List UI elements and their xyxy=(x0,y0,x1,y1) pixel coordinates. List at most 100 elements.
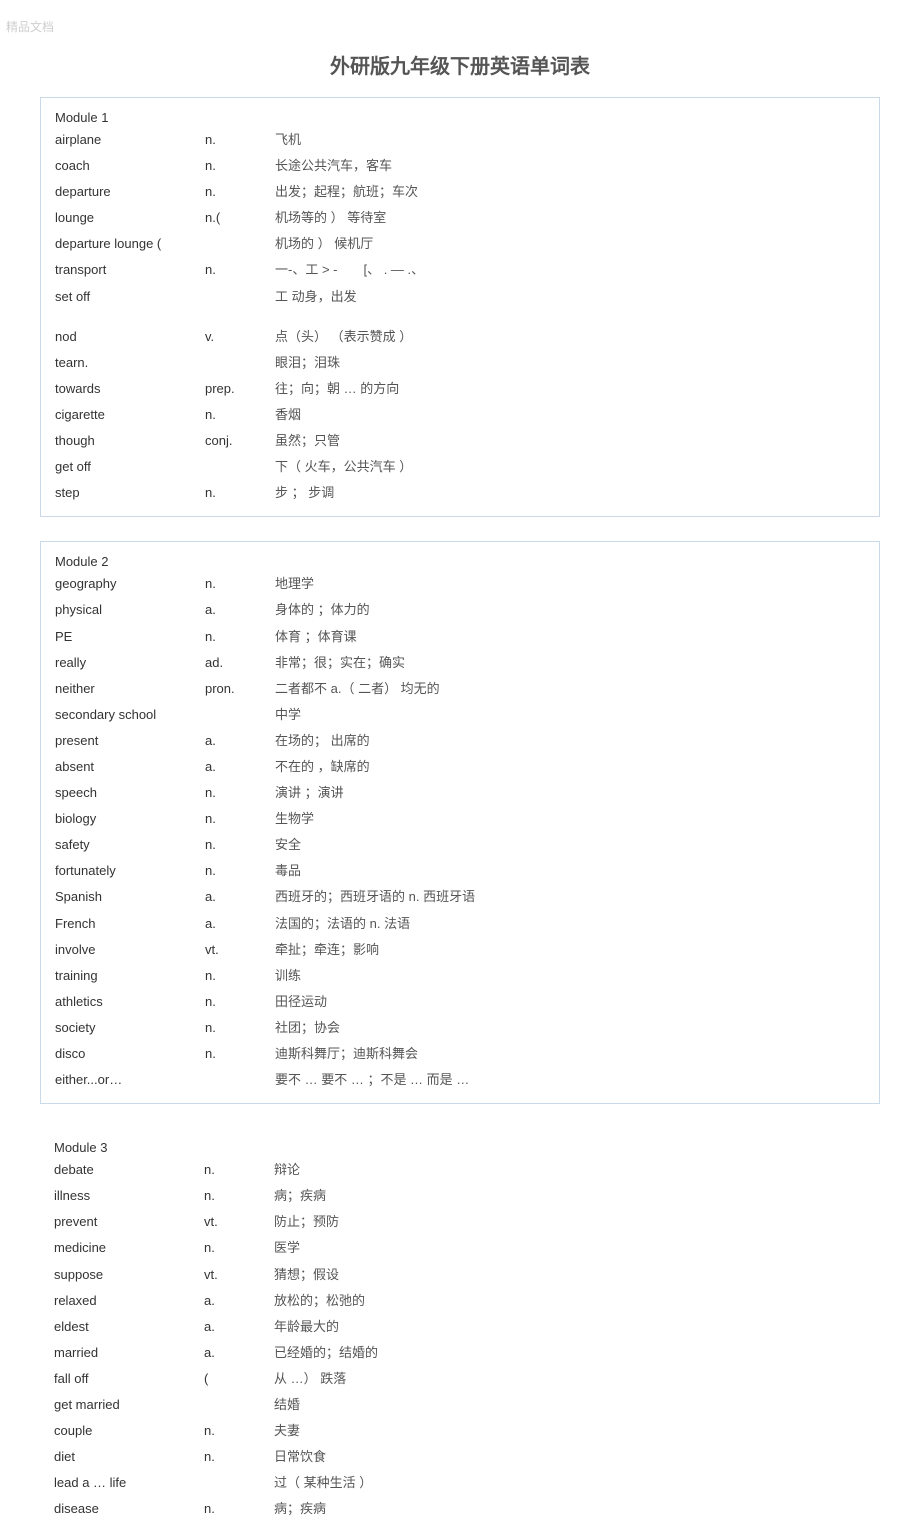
vocab-row: get married 结婚 xyxy=(40,1392,880,1418)
pos-cell: n. xyxy=(205,404,275,426)
vocab-row: involvevt.牵扯；牵连；影响 xyxy=(41,937,879,963)
word-cell: though xyxy=(55,430,205,452)
pos-cell: a. xyxy=(204,1316,274,1338)
word-cell: diet xyxy=(54,1446,204,1468)
pos-cell: n. xyxy=(205,965,275,987)
word-cell: step xyxy=(55,482,205,504)
vocab-row: dietn.日常饮食 xyxy=(40,1444,880,1470)
module-heading: Module 3 xyxy=(40,1138,880,1157)
word-cell: either...or… xyxy=(55,1069,205,1091)
word-cell: Spanish xyxy=(55,886,205,908)
vocab-row: diseasen.病；疾病 xyxy=(40,1496,880,1522)
pos-cell: a. xyxy=(205,730,275,752)
vocab-row: towardsprep.往；向；朝 … 的方向 xyxy=(41,376,879,402)
pos-cell: a. xyxy=(205,756,275,778)
vocab-row: illnessn.病；疾病 xyxy=(40,1183,880,1209)
word-cell: coach xyxy=(55,155,205,177)
definition-cell: 医学 xyxy=(274,1237,880,1259)
word-cell: towards xyxy=(55,378,205,400)
word-cell: PE xyxy=(55,626,205,648)
vocab-row: marrieda.已经婚的；结婚的 xyxy=(40,1340,880,1366)
word-cell: get off xyxy=(55,456,205,478)
word-cell: involve xyxy=(55,939,205,961)
vocab-row: cigaretten.香烟 xyxy=(41,402,879,428)
vocab-row: debaten.辩论 xyxy=(40,1157,880,1183)
word-cell: relaxed xyxy=(54,1290,204,1312)
vocab-row: fall off(从 …） 跌落 xyxy=(40,1366,880,1392)
vocab-row: safetyn.安全 xyxy=(41,832,879,858)
pos-cell: n. xyxy=(205,181,275,203)
vocab-row: Spanisha.西班牙的；西班牙语的 n. 西班牙语 xyxy=(41,884,879,910)
word-cell: fortunately xyxy=(55,860,205,882)
definition-cell: 训练 xyxy=(275,965,879,987)
pos-cell: n. xyxy=(205,1017,275,1039)
pos-cell: n. xyxy=(205,573,275,595)
word-cell: get married xyxy=(54,1394,204,1416)
vocab-row: fortunatelyn.毒品 xyxy=(41,858,879,884)
pos-cell: v. xyxy=(205,326,275,348)
definition-cell: 法国的；法语的 n. 法语 xyxy=(275,913,879,935)
word-cell: debate xyxy=(54,1159,204,1181)
word-cell: athletics xyxy=(55,991,205,1013)
pos-cell: n. xyxy=(205,834,275,856)
word-cell: couple xyxy=(54,1420,204,1442)
word-cell: geography xyxy=(55,573,205,595)
definition-cell: 迪斯科舞厅；迪斯科舞会 xyxy=(275,1043,879,1065)
pos-cell: n. xyxy=(205,129,275,151)
word-cell: secondary school xyxy=(55,704,205,726)
module-block: Module 1airplanen.飞机coachn.长途公共汽车，客车depa… xyxy=(40,97,880,517)
vocab-row: set off工 动身，出发 xyxy=(41,284,879,310)
definition-cell: 地理学 xyxy=(275,573,879,595)
definition-cell: 辩论 xyxy=(274,1159,880,1181)
definition-cell: 香烟 xyxy=(275,404,879,426)
vocab-row: speechn.演讲 ；演讲 xyxy=(41,780,879,806)
pos-cell: n. xyxy=(205,782,275,804)
word-cell: departure lounge ( xyxy=(55,233,205,255)
word-cell: lead a … life xyxy=(54,1472,204,1494)
definition-cell: 中学 xyxy=(275,704,879,726)
definition-cell: 结婚 xyxy=(274,1394,880,1416)
vocab-row: lead a … life过（ 某种生活 ） xyxy=(40,1470,880,1496)
pos-cell: n. xyxy=(205,155,275,177)
pos-cell: n.( xyxy=(205,207,275,229)
word-cell: speech xyxy=(55,782,205,804)
vocab-row: presenta.在场的； 出席的 xyxy=(41,728,879,754)
vocab-row: athleticsn.田径运动 xyxy=(41,989,879,1015)
word-cell: French xyxy=(55,913,205,935)
pos-cell: vt. xyxy=(205,939,275,961)
word-cell: airplane xyxy=(55,129,205,151)
pos-cell: a. xyxy=(205,599,275,621)
word-cell: set off xyxy=(55,286,205,308)
pos-cell: prep. xyxy=(205,378,275,400)
pos-cell: n. xyxy=(205,860,275,882)
definition-cell: 从 …） 跌落 xyxy=(274,1368,880,1390)
vocab-row: stepn.步 ； 步调 xyxy=(41,480,879,506)
pos-cell: n. xyxy=(205,991,275,1013)
vocab-row: geographyn.地理学 xyxy=(41,571,879,597)
vocab-row: PEn.体育 ；体育课 xyxy=(41,624,879,650)
definition-cell: 毒品 xyxy=(275,860,879,882)
definition-cell: 长途公共汽车，客车 xyxy=(275,155,879,177)
definition-cell: 要不 … 要不 … ；不是 … 而是 … xyxy=(275,1069,879,1091)
vocab-row: trainingn.训练 xyxy=(41,963,879,989)
pos-cell: n. xyxy=(204,1420,274,1442)
definition-cell: 机场等的 ） 等待室 xyxy=(275,207,879,229)
definition-cell: 病；疾病 xyxy=(274,1185,880,1207)
definition-cell: 一-、工 > - [、 . — .、 xyxy=(275,259,879,281)
definition-cell: 不在的 ，缺席的 xyxy=(275,756,879,778)
pos-cell: a. xyxy=(204,1342,274,1364)
pos-cell: a. xyxy=(205,913,275,935)
word-cell: present xyxy=(55,730,205,752)
word-cell: cigarette xyxy=(55,404,205,426)
word-cell: absent xyxy=(55,756,205,778)
pos-cell: n. xyxy=(205,259,275,281)
definition-cell: 放松的；松弛的 xyxy=(274,1290,880,1312)
word-cell: fall off xyxy=(54,1368,204,1390)
definition-cell: 防止；预防 xyxy=(274,1211,880,1233)
word-cell: tearn. xyxy=(55,352,205,374)
definition-cell: 病；疾病 xyxy=(274,1498,880,1520)
vocab-row: loungen.(机场等的 ） 等待室 xyxy=(41,205,879,231)
pos-cell: conj. xyxy=(205,430,275,452)
pos-cell: ( xyxy=(204,1368,274,1390)
word-cell: illness xyxy=(54,1185,204,1207)
